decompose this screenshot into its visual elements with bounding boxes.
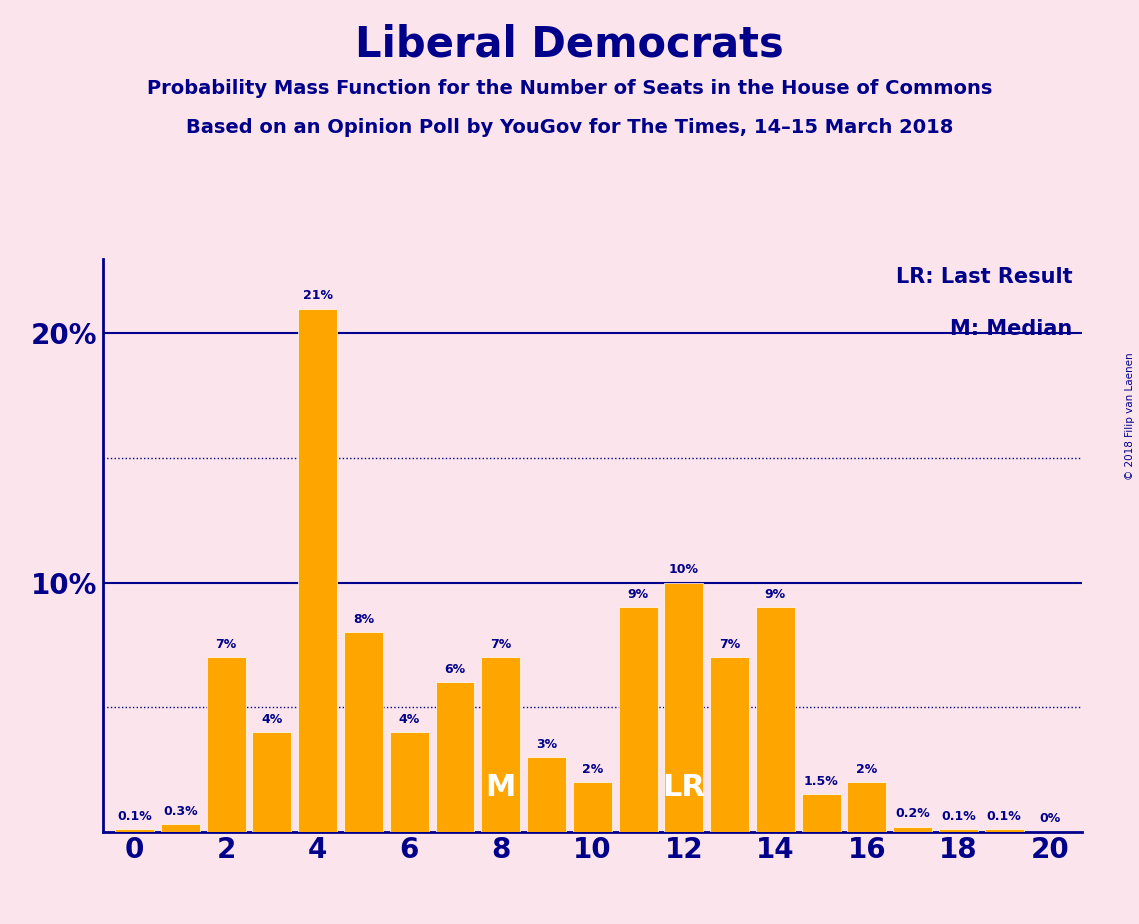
Text: 0.1%: 0.1% xyxy=(117,809,151,823)
Text: 7%: 7% xyxy=(215,638,237,651)
Text: Liberal Democrats: Liberal Democrats xyxy=(355,23,784,65)
Text: 0.1%: 0.1% xyxy=(941,809,976,823)
Text: M: M xyxy=(485,772,516,802)
Text: 6%: 6% xyxy=(444,663,466,676)
Text: 0.1%: 0.1% xyxy=(986,809,1022,823)
Bar xyxy=(573,782,612,832)
Bar xyxy=(344,632,383,832)
Bar xyxy=(253,732,292,832)
Text: 7%: 7% xyxy=(719,638,740,651)
Text: Based on an Opinion Poll by YouGov for The Times, 14–15 March 2018: Based on an Opinion Poll by YouGov for T… xyxy=(186,118,953,138)
Text: 7%: 7% xyxy=(490,638,511,651)
Text: 0.3%: 0.3% xyxy=(163,805,198,818)
Text: 21%: 21% xyxy=(303,289,333,302)
Bar xyxy=(298,309,337,832)
Bar xyxy=(664,582,703,832)
Text: 4%: 4% xyxy=(261,712,282,725)
Bar xyxy=(939,829,978,832)
Text: 9%: 9% xyxy=(764,589,786,602)
Text: 0.2%: 0.2% xyxy=(895,808,931,821)
Text: 2%: 2% xyxy=(582,762,603,775)
Bar xyxy=(115,829,154,832)
Text: 3%: 3% xyxy=(536,737,557,750)
Text: 0%: 0% xyxy=(1040,812,1060,825)
Bar xyxy=(161,824,199,832)
Bar xyxy=(482,657,521,832)
Bar xyxy=(435,682,475,832)
Text: 10%: 10% xyxy=(669,564,699,577)
Text: M: Median: M: Median xyxy=(950,319,1072,339)
Text: 1.5%: 1.5% xyxy=(804,775,838,788)
Bar xyxy=(893,827,932,832)
Text: 8%: 8% xyxy=(353,614,374,626)
Text: LR: LR xyxy=(663,772,705,802)
Text: 4%: 4% xyxy=(399,712,420,725)
Text: 2%: 2% xyxy=(857,762,877,775)
Bar xyxy=(206,657,246,832)
Text: © 2018 Filip van Laenen: © 2018 Filip van Laenen xyxy=(1125,352,1134,480)
Bar xyxy=(710,657,749,832)
Bar xyxy=(847,782,886,832)
Text: Probability Mass Function for the Number of Seats in the House of Commons: Probability Mass Function for the Number… xyxy=(147,79,992,98)
Text: LR: Last Result: LR: Last Result xyxy=(895,267,1072,287)
Bar xyxy=(390,732,428,832)
Bar xyxy=(802,795,841,832)
Bar xyxy=(618,607,657,832)
Bar xyxy=(527,757,566,832)
Bar xyxy=(985,829,1024,832)
Text: 9%: 9% xyxy=(628,589,648,602)
Bar xyxy=(756,607,795,832)
